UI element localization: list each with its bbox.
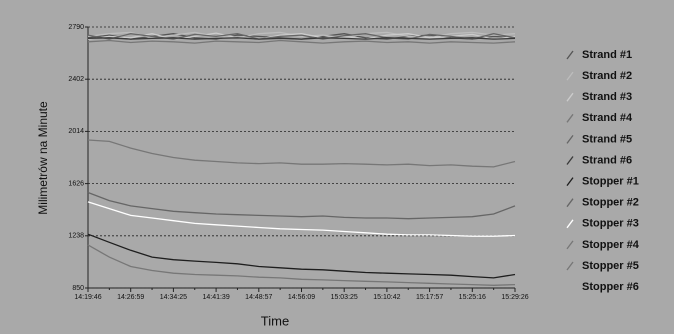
legend-swatch bbox=[566, 156, 574, 165]
series-line bbox=[87, 39, 516, 44]
x-tick-label: 14:34:25 bbox=[160, 294, 187, 301]
legend-swatch bbox=[566, 261, 574, 271]
y-tick-label: 850 bbox=[72, 285, 84, 292]
legend-swatch bbox=[566, 240, 574, 250]
series-line bbox=[87, 37, 516, 40]
y-tick-label: 2790 bbox=[68, 24, 84, 31]
legend-label: Stopper #1 bbox=[582, 176, 639, 188]
x-tick-label: 15:25:16 bbox=[459, 294, 486, 301]
series-line bbox=[87, 33, 516, 40]
legend-swatch bbox=[566, 198, 574, 208]
legend-swatch bbox=[566, 135, 574, 144]
series-line bbox=[87, 244, 516, 286]
legend-label: Strand #1 bbox=[582, 49, 632, 61]
legend-swatch bbox=[566, 50, 574, 60]
legend-swatch bbox=[566, 92, 574, 102]
x-tick-label: 15:10:42 bbox=[373, 294, 400, 301]
legend-label: Stopper #6 bbox=[582, 281, 639, 293]
legend-label: Strand #5 bbox=[582, 133, 632, 145]
series-line bbox=[87, 139, 516, 168]
legend-label: Strand #4 bbox=[582, 112, 633, 124]
legend-label: Stopper #4 bbox=[582, 239, 640, 251]
x-tick-label: 15:17:57 bbox=[416, 294, 443, 301]
x-axis-title: Time bbox=[261, 313, 289, 328]
x-tick-label: 14:48:57 bbox=[245, 294, 272, 301]
legend-swatch bbox=[566, 219, 574, 229]
x-tick-label: 14:56:09 bbox=[288, 294, 315, 301]
legend-label: Stopper #2 bbox=[582, 197, 639, 209]
legend-swatch bbox=[566, 177, 574, 186]
x-tick-label: 15:29:26 bbox=[501, 294, 528, 301]
x-tick-label: 14:26:59 bbox=[117, 294, 144, 301]
x-tick-label: 15:03:25 bbox=[331, 294, 358, 301]
series-line bbox=[87, 191, 516, 220]
legend-swatch bbox=[566, 71, 574, 81]
legend-label: Stopper #3 bbox=[582, 218, 639, 230]
legend-label: Strand #3 bbox=[582, 91, 632, 103]
series-line bbox=[87, 233, 516, 279]
y-tick-label: 1238 bbox=[68, 233, 84, 240]
series-line bbox=[87, 32, 516, 40]
legend-label: Strand #2 bbox=[582, 70, 632, 82]
y-axis-title: Milimetrów na Minute bbox=[36, 101, 50, 215]
legend-label: Strand #6 bbox=[582, 154, 632, 166]
y-tick-label: 2014 bbox=[68, 128, 84, 135]
legend-swatch bbox=[566, 113, 574, 123]
legend-label: Stopper #5 bbox=[582, 260, 639, 272]
y-tick-label: 2402 bbox=[68, 76, 84, 83]
x-tick-label: 14:41:39 bbox=[202, 294, 229, 301]
series-line bbox=[87, 201, 516, 237]
y-tick-label: 1626 bbox=[68, 180, 84, 187]
x-tick-label: 14:19:46 bbox=[74, 294, 101, 301]
